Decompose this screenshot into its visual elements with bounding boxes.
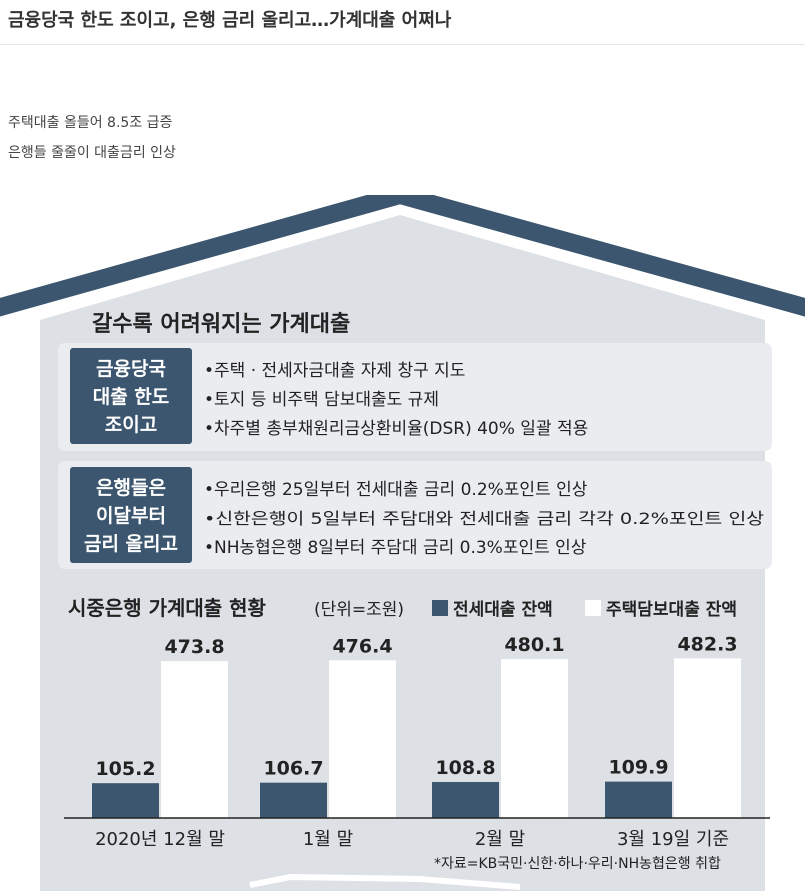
divider xyxy=(0,44,805,45)
bar-value-label-jeonse-0: 105.2 xyxy=(95,758,155,780)
box-1-item-2: •토지 등 비주택 담보대출도 규제 xyxy=(204,390,439,410)
chart-title: 시중은행 가계대출 현황 xyxy=(68,596,267,620)
infographic: 갈수록 어려워지는 가계대출 금융당국 대출 한도 조이고 •주택 · 전세자금… xyxy=(0,195,805,891)
bar-mortgage-1 xyxy=(329,660,396,818)
label-box-1-line-3: 조이고 xyxy=(105,414,157,436)
bar-jeonse-0 xyxy=(92,783,159,818)
infographic-title: 갈수록 어려워지는 가계대출 xyxy=(92,312,350,337)
x-tick-labels: 2020년 12월 말 1월 말 2월 말 3월 19일 기준 xyxy=(95,829,729,850)
bar-value-label-mortgage-1: 476.4 xyxy=(332,635,392,657)
legend-label-jeonse: 전세대출 잔액 xyxy=(453,600,553,620)
info-box-2 xyxy=(58,461,772,569)
legend-swatch-mortgage xyxy=(585,600,601,616)
bar-mortgage-2 xyxy=(501,659,568,818)
bar-value-label-mortgage-0: 473.8 xyxy=(164,636,224,658)
bar-value-label-jeonse-1: 106.7 xyxy=(263,758,323,780)
decorative-stroke xyxy=(249,873,521,890)
label-box-2-line-2: 이달부터 xyxy=(96,505,166,527)
label-box-1-line-2: 대출 한도 xyxy=(93,386,170,408)
label-box-2-line-3: 금리 올리고 xyxy=(84,533,178,555)
subhead-1: 주택대출 올들어 8.5조 급증 xyxy=(8,115,173,131)
bar-value-label-mortgage-2: 480.1 xyxy=(504,634,564,656)
box-2-item-2: •신한은행이 5일부터 주담대와 전세대출 금리 각각 0.2%포인트 인상 xyxy=(204,509,764,528)
house-roof xyxy=(0,195,805,317)
article-headline: 금융당국 한도 조이고, 은행 금리 올리고…가계대출 어쩌나 xyxy=(8,10,452,31)
bar-jeonse-1 xyxy=(260,782,327,818)
bar-value-label-jeonse-2: 108.8 xyxy=(435,757,495,779)
label-box-1 xyxy=(70,348,192,444)
info-box-1 xyxy=(58,343,772,451)
subhead-2: 은행들 줄줄이 대출금리 인상 xyxy=(8,145,176,161)
bar-group: 105.2 473.8 106.7 476.4 108.8 480.1 109.9 482.3 xyxy=(92,633,741,818)
x-tick-label-0: 2020년 12월 말 xyxy=(95,829,225,850)
x-tick-label-1: 1월 말 xyxy=(303,829,353,850)
label-box-1-line-1: 금융당국 xyxy=(96,358,166,380)
x-tick-label-2: 2월 말 xyxy=(475,829,525,850)
label-box-2-line-1: 은행들은 xyxy=(96,477,166,499)
label-box-2 xyxy=(70,467,192,563)
box-1-item-1: •주택 · 전세자금대출 자제 창구 지도 xyxy=(204,361,465,381)
box-2-item-1: •우리은행 25일부터 전세대출 금리 0.2%포인트 인상 xyxy=(204,480,588,500)
bar-value-label-jeonse-3: 109.9 xyxy=(608,757,668,779)
bar-mortgage-0 xyxy=(161,661,228,818)
chart-unit: (단위=조원) xyxy=(314,600,404,620)
bar-jeonse-3 xyxy=(605,781,672,818)
legend-label-mortgage: 주택담보대출 잔액 xyxy=(606,600,737,620)
bar-value-label-mortgage-3: 482.3 xyxy=(677,633,737,655)
bar-mortgage-3 xyxy=(674,658,741,818)
legend-swatch-jeonse xyxy=(432,600,448,616)
x-tick-label-3: 3월 19일 기준 xyxy=(617,829,729,850)
box-2-item-3: •NH농협은행 8일부터 주담대 금리 0.3%포인트 인상 xyxy=(204,538,587,558)
bar-jeonse-2 xyxy=(432,781,499,818)
box-1-item-3: •차주별 총부채원리금상환비율(DSR) 40% 일괄 적용 xyxy=(204,419,588,439)
source-note: *자료=KB국민·신한·하나·우리·NH농협은행 취합 xyxy=(434,856,721,872)
